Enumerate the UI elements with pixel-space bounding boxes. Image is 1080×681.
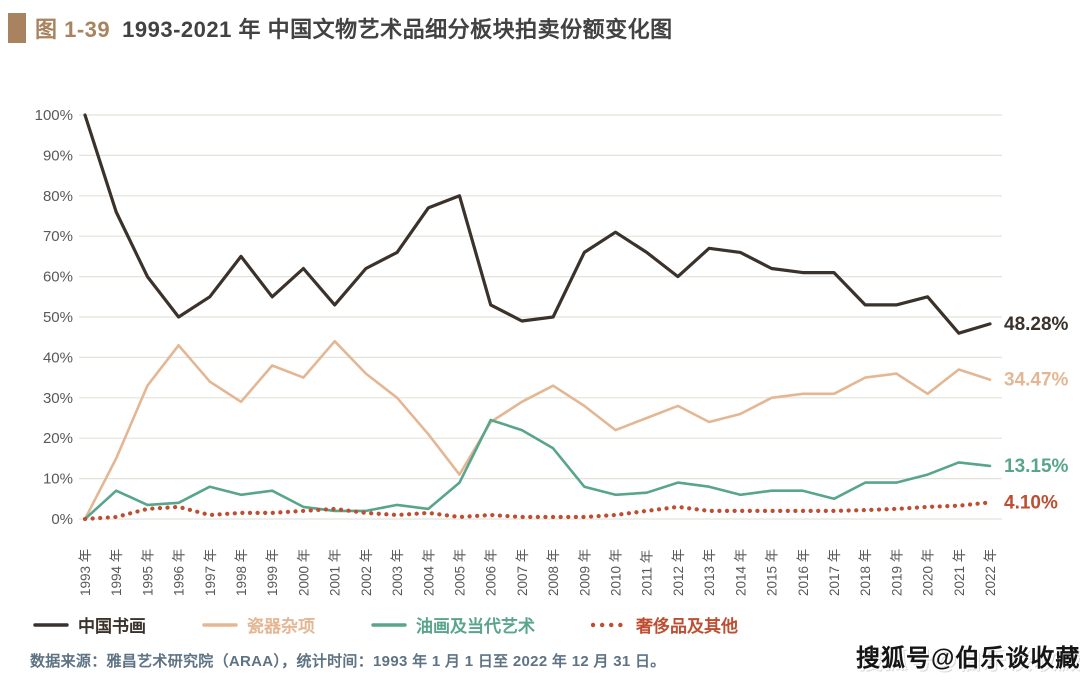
title-marker-block [8,13,26,43]
x-tick-label: 2006 年 [484,549,499,596]
legend-item-2: 油画及当代艺术 [371,612,535,637]
legend-label: 瓷器杂项 [247,617,315,636]
x-tick-label: 2010 年 [609,549,624,596]
series-end-label: 48.28% [1004,314,1069,335]
x-tick-label: 2002 年 [359,549,374,596]
x-tick-label: 1999 年 [265,549,280,596]
x-tick-label: 2011 年 [640,550,655,596]
y-tick-label: 10% [43,471,73,488]
y-tick-label: 40% [43,349,73,366]
legend-label: 油画及当代艺术 [416,617,535,636]
series-line-3 [82,500,993,522]
legend-line-swatch [33,622,69,627]
y-tick-label: 0% [51,511,73,528]
legend-label: 中国书画 [78,617,146,636]
x-tick-label: 2012 年 [671,549,686,596]
x-tick-label: 2016 年 [796,549,811,596]
x-tick-label: 2004 年 [421,549,436,596]
x-tick-label: 2017 年 [827,549,842,596]
x-tick-label: 1997 年 [203,549,218,596]
y-tick-label: 70% [43,228,73,245]
y-tick-label: 60% [43,269,73,286]
figure-title: 1993-2021 年 中国文物艺术品细分板块拍卖份额变化图 [122,17,673,42]
legend-label: 奢侈品及其他 [636,617,738,636]
legend-dotted-line-swatch [591,622,627,627]
data-source-note: 数据来源：雅昌艺术研究院（ARAA），统计时间：1993 年 1 月 1 日至 … [30,653,666,670]
legend-line-swatch [202,622,238,627]
figure-header: 图 1-39 1993-2021 年 中国文物艺术品细分板块拍卖份额变化图 [8,12,673,44]
x-tick-label: 2015 年 [765,549,780,596]
y-tick-label: 20% [43,430,73,447]
x-tick-label: 2020 年 [921,549,936,596]
y-tick-label: 80% [43,188,73,205]
x-tick-label: 1993 年 [78,549,93,596]
series-end-label: 34.47% [1004,370,1069,391]
series-line-1 [83,339,992,521]
x-tick-label: 2000 年 [296,549,311,596]
x-tick-label: 2008 年 [546,549,561,596]
x-tick-label: 2005 年 [452,549,467,596]
x-tick-label: 2019 年 [889,549,904,596]
x-tick-label: 2001 年 [328,549,343,596]
x-tick-label: 2022 年 [983,549,998,596]
x-tick-label: 2021 年 [952,549,967,596]
chart-legend: 中国书画 瓷器杂项 油画及当代艺术 奢侈品及其他 [33,612,738,637]
x-tick-label: 2003 年 [390,549,405,596]
x-tick-label: 2009 年 [577,549,592,596]
legend-item-3: 奢侈品及其他 [591,612,738,637]
series-end-label: 13.15% [1004,456,1069,477]
figure-number-label: 图 1-39 [35,17,111,42]
x-tick-label: 1996 年 [172,549,187,596]
line-chart: 0% 10% 20% 30% 40% 50% 60% 70% 80% 90% 100% 1993 年 1… [35,107,1069,596]
series-end-label: 4.10% [1004,492,1058,513]
x-tick-label: 1998 年 [234,549,249,596]
legend-item-1: 瓷器杂项 [202,612,315,637]
y-tick-label: 50% [43,309,73,326]
watermark: 搜狐号@伯乐谈收藏 [856,645,1080,672]
x-tick-label: 2007 年 [515,549,530,596]
x-tick-label: 2018 年 [858,549,873,596]
y-tick-label: 90% [43,147,73,164]
legend-item-0: 中国书画 [33,612,146,637]
x-tick-label: 1994 年 [109,549,124,596]
y-tick-label: 100% [35,107,73,124]
series-line-0 [83,113,992,335]
legend-line-swatch [371,622,407,627]
x-tick-label: 2013 年 [702,549,717,596]
x-tick-label: 2014 年 [733,549,748,596]
y-tick-label: 30% [43,390,73,407]
x-tick-label: 1995 年 [140,549,155,596]
series-line-2 [83,418,992,521]
